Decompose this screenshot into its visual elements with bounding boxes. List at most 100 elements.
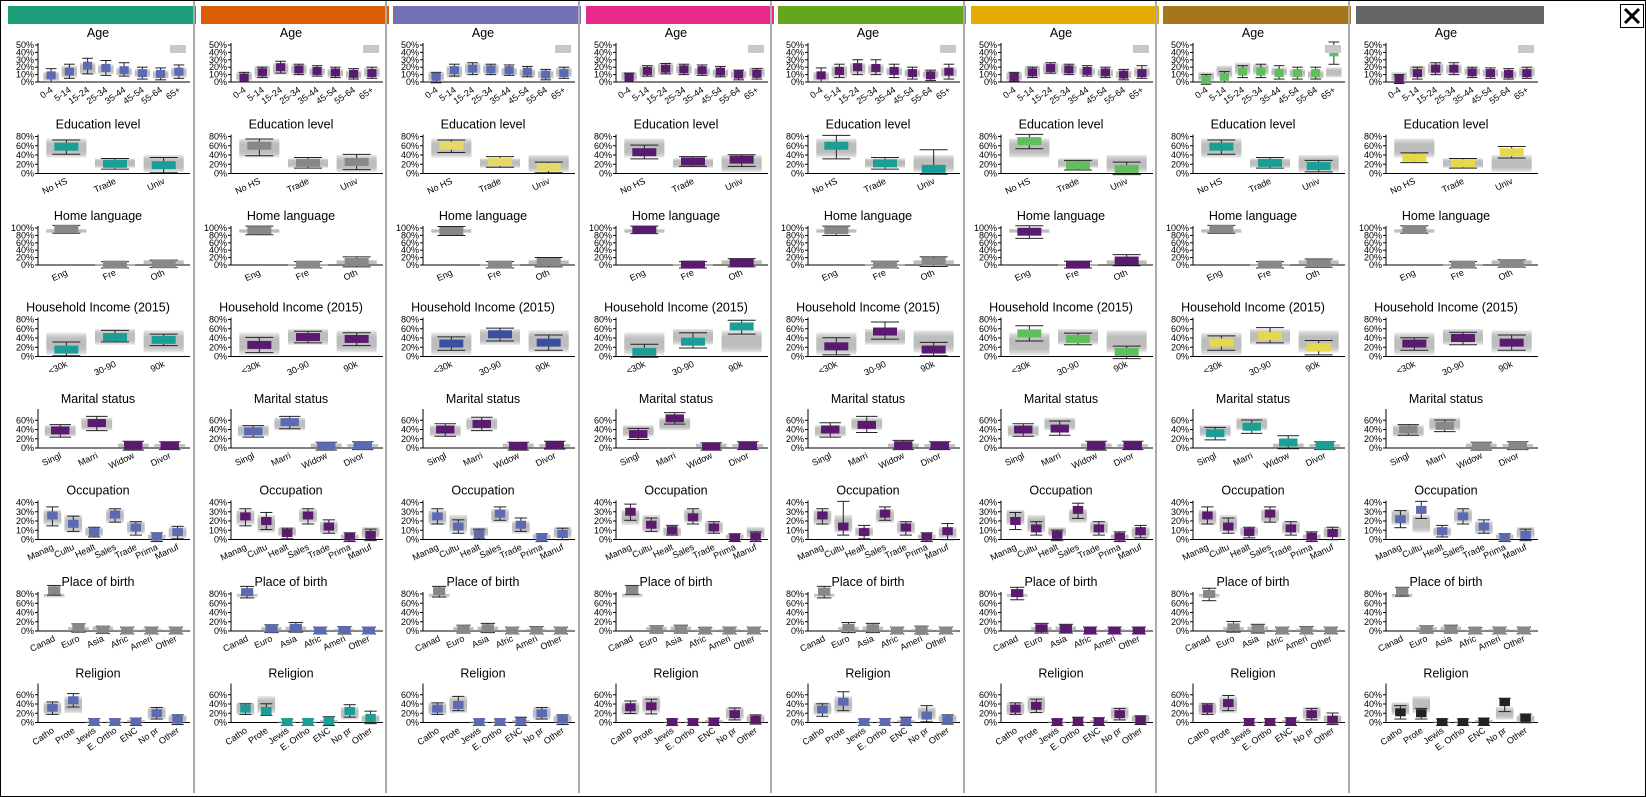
highlight-box[interactable] <box>747 626 760 635</box>
highlight-box[interactable] <box>1306 343 1331 352</box>
highlight-box[interactable] <box>545 441 564 450</box>
highlight-box[interactable] <box>1485 69 1495 78</box>
highlight-box[interactable] <box>343 706 355 715</box>
highlight-box[interactable] <box>921 257 946 266</box>
highlight-box[interactable] <box>343 532 355 541</box>
highlight-box[interactable] <box>1086 441 1105 450</box>
highlight-box[interactable] <box>921 164 946 173</box>
highlight-box[interactable] <box>1415 505 1427 514</box>
highlight-box[interactable] <box>239 73 249 82</box>
highlight-box[interactable] <box>281 529 292 538</box>
highlight-box[interactable] <box>628 430 647 439</box>
highlight-box[interactable] <box>1412 69 1422 78</box>
highlight-box[interactable] <box>432 512 443 521</box>
highlight-box[interactable] <box>559 69 569 78</box>
highlight-box[interactable] <box>536 338 561 347</box>
highlight-box[interactable] <box>1114 347 1139 356</box>
highlight-box[interactable] <box>1499 148 1524 157</box>
highlight-box[interactable] <box>160 441 179 450</box>
highlight-box[interactable] <box>47 511 58 520</box>
highlight-box[interactable] <box>1324 626 1337 635</box>
highlight-box[interactable] <box>674 625 687 634</box>
highlight-box[interactable] <box>246 226 271 235</box>
highlight-box[interactable] <box>838 522 849 531</box>
highlight-box[interactable] <box>1448 64 1458 73</box>
highlight-box[interactable] <box>439 141 464 150</box>
highlight-box[interactable] <box>295 158 320 167</box>
highlight-box[interactable] <box>889 66 899 75</box>
highlight-box[interactable] <box>1016 137 1041 146</box>
highlight-box[interactable] <box>101 63 111 72</box>
close-button[interactable] <box>1620 4 1644 28</box>
highlight-box[interactable] <box>439 339 464 348</box>
highlight-box[interactable] <box>68 696 79 705</box>
highlight-box[interactable] <box>48 586 61 595</box>
highlight-box[interactable] <box>894 441 913 450</box>
highlight-box[interactable] <box>1498 698 1510 707</box>
highlight-box[interactable] <box>536 709 547 718</box>
highlight-box[interactable] <box>1083 626 1096 635</box>
highlight-box[interactable] <box>1010 589 1023 598</box>
highlight-box[interactable] <box>1118 70 1128 79</box>
highlight-box[interactable] <box>1107 626 1121 635</box>
highlight-box[interactable] <box>472 419 491 428</box>
highlight-box[interactable] <box>728 710 740 719</box>
highlight-box[interactable] <box>54 142 79 151</box>
highlight-box[interactable] <box>72 623 85 632</box>
highlight-box[interactable] <box>729 258 754 267</box>
highlight-box[interactable] <box>436 425 455 434</box>
highlight-box[interactable] <box>473 529 485 538</box>
highlight-box[interactable] <box>1450 159 1475 168</box>
highlight-box[interactable] <box>680 260 705 269</box>
highlight-box[interactable] <box>733 70 743 79</box>
highlight-box[interactable] <box>54 345 79 354</box>
highlight-box[interactable] <box>1013 425 1032 434</box>
highlight-box[interactable] <box>515 717 527 726</box>
highlight-box[interactable] <box>1401 225 1426 234</box>
highlight-box[interactable] <box>1300 626 1313 635</box>
highlight-box[interactable] <box>1223 522 1234 531</box>
highlight-box[interactable] <box>337 626 351 635</box>
highlight-box[interactable] <box>1306 532 1317 541</box>
highlight-box[interactable] <box>842 623 855 632</box>
highlight-box[interactable] <box>921 345 946 354</box>
highlight-box[interactable] <box>554 626 567 635</box>
highlight-box[interactable] <box>1499 338 1524 347</box>
highlight-box[interactable] <box>879 718 891 727</box>
highlight-box[interactable] <box>172 715 183 724</box>
highlight-box[interactable] <box>1202 704 1213 713</box>
highlight-box[interactable] <box>239 704 251 713</box>
highlight-box[interactable] <box>509 442 528 451</box>
highlight-box[interactable] <box>818 587 831 596</box>
highlight-box[interactable] <box>642 66 652 75</box>
highlight-box[interactable] <box>1430 64 1440 73</box>
group-color-swatch[interactable] <box>200 6 389 24</box>
group-color-swatch[interactable] <box>778 6 966 24</box>
highlight-box[interactable] <box>824 342 849 351</box>
highlight-box[interactable] <box>1059 624 1072 633</box>
highlight-box[interactable] <box>1521 69 1531 78</box>
highlight-box[interactable] <box>824 226 849 235</box>
highlight-box[interactable] <box>1436 718 1447 727</box>
highlight-box[interactable] <box>364 713 376 722</box>
highlight-box[interactable] <box>678 65 688 74</box>
highlight-box[interactable] <box>494 718 506 727</box>
highlight-box[interactable] <box>1394 75 1404 84</box>
highlight-box[interactable] <box>1258 158 1282 167</box>
highlight-box[interactable] <box>666 718 677 727</box>
highlight-box[interactable] <box>174 67 184 76</box>
highlight-box[interactable] <box>866 624 879 633</box>
highlight-box[interactable] <box>1478 717 1489 726</box>
highlight-box[interactable] <box>665 414 684 423</box>
highlight-box[interactable] <box>295 260 320 269</box>
highlight-box[interactable] <box>1450 260 1475 269</box>
highlight-box[interactable] <box>119 66 129 75</box>
group-color-swatch[interactable] <box>8 6 196 24</box>
highlight-box[interactable] <box>1394 708 1406 717</box>
highlight-box[interactable] <box>853 63 863 72</box>
highlight-box[interactable] <box>1264 718 1276 727</box>
highlight-box[interactable] <box>1435 421 1454 430</box>
highlight-box[interactable] <box>1401 153 1426 162</box>
highlight-box[interactable] <box>439 226 464 235</box>
highlight-box[interactable] <box>449 66 459 75</box>
